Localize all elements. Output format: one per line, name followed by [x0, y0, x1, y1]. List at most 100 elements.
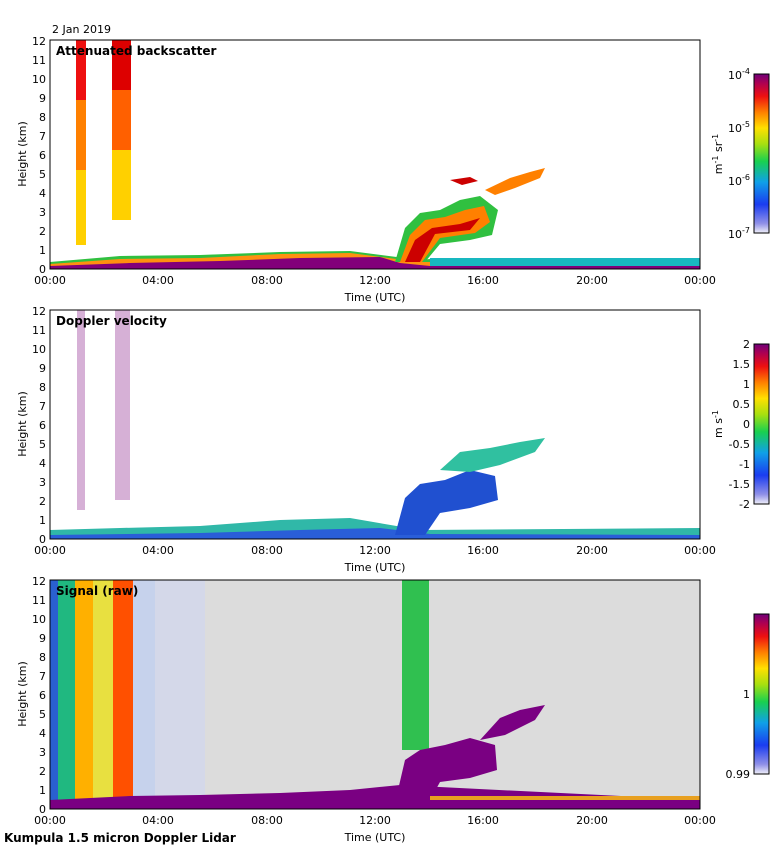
- y-tick-label: 2: [39, 495, 46, 508]
- colorbar-tick: 0: [743, 418, 750, 431]
- y-tick-label: 7: [39, 670, 46, 683]
- x-tick-label: 12:00: [359, 814, 391, 827]
- colorbar-tick: 1.5: [733, 358, 751, 371]
- y-tick-label: 8: [39, 651, 46, 664]
- y-tick-label: 6: [39, 419, 46, 432]
- frontal-cloud: [398, 738, 497, 800]
- colorbar: m s-1 -2 -1.5 -1 -0.5 0 0.5 1 1.5 2: [711, 338, 770, 511]
- colorbar-unit: m s-1: [711, 410, 725, 438]
- y-tick-label: 4: [39, 187, 46, 200]
- cloud-streak: [76, 40, 86, 170]
- frontal-cloud-top: [440, 438, 545, 472]
- y-tick-label: 3: [39, 206, 46, 219]
- y-tick-label: 4: [39, 727, 46, 740]
- x-axis-label: Time (UTC): [344, 291, 406, 304]
- x-axis-label: Time (UTC): [344, 831, 406, 844]
- colorbar-gradient: [753, 613, 770, 775]
- x-tick-label: 04:00: [142, 274, 174, 287]
- plot-area: [50, 40, 700, 269]
- boundary-layer-core: [50, 528, 700, 539]
- y-tick-label: 4: [39, 457, 46, 470]
- colorbar-tick: -2: [739, 498, 750, 511]
- x-ticks: 00:00 04:00 08:00 12:00 16:00 20:00 00:0…: [34, 814, 716, 827]
- y-tick-label: 1: [39, 784, 46, 797]
- colorbar-gradient: [753, 73, 770, 234]
- noisy-band: [155, 580, 205, 809]
- y-tick-label: 3: [39, 476, 46, 489]
- panel-title: Attenuated backscatter: [56, 44, 216, 58]
- x-tick-label: 00:00: [34, 544, 66, 557]
- y-tick-label: 12: [32, 305, 46, 318]
- x-tick-label: 20:00: [576, 814, 608, 827]
- y-axis-label: Height (km): [16, 391, 29, 457]
- heatmap-field: [50, 310, 700, 539]
- y-tick-label: 0: [39, 533, 46, 546]
- x-tick-label: 00:00: [684, 544, 716, 557]
- y-ticks: 0 1 2 3 4 5 6 7 8 9 10 11 12: [32, 305, 46, 546]
- colorbar-tick: 10-6: [728, 173, 750, 188]
- colorbar-tick: 1: [743, 688, 750, 701]
- y-tick-label: 8: [39, 111, 46, 124]
- y-tick-label: 9: [39, 632, 46, 645]
- x-ticks: 00:00 04:00 08:00 12:00 16:00 20:00 00:0…: [34, 274, 716, 287]
- colorbar-tick: 0.5: [733, 398, 751, 411]
- heatmap-field: [50, 580, 700, 809]
- y-tick-label: 9: [39, 92, 46, 105]
- colorbar-tick: 0.99: [726, 768, 751, 781]
- panel-title: Doppler velocity: [56, 314, 167, 328]
- heatmap-field: [50, 40, 700, 269]
- x-tick-label: 12:00: [359, 544, 391, 557]
- cloud-streak: [76, 40, 86, 100]
- y-tick-label: 5: [39, 438, 46, 451]
- colorbar-tick: -0.5: [729, 438, 750, 451]
- colorbar-tick: 10-5: [728, 120, 750, 135]
- noisy-band: [58, 580, 76, 809]
- y-tick-label: 5: [39, 168, 46, 181]
- upper-cloud: [480, 705, 545, 740]
- frontal-cloud: [395, 470, 498, 535]
- x-tick-label: 16:00: [467, 544, 499, 557]
- colorbar-tick: 2: [743, 338, 750, 351]
- colorbar: 0.99 1: [726, 613, 770, 781]
- date-label: 2 Jan 2019: [52, 23, 111, 36]
- y-tick-label: 10: [32, 73, 46, 86]
- sparse-fallstreak: [77, 310, 85, 510]
- sparse-fallstreak: [115, 310, 130, 500]
- y-tick-label: 12: [32, 575, 46, 588]
- colorbar-tick: 10-4: [728, 67, 750, 82]
- y-tick-label: 6: [39, 689, 46, 702]
- panel-doppler: Doppler velocity Time (UTC) Height (km) …: [16, 305, 770, 574]
- x-tick-label: 08:00: [251, 814, 283, 827]
- noisy-band: [93, 580, 113, 809]
- y-ticks: 0 1 2 3 4 5 6 7 8 9 10 11 12: [32, 575, 46, 816]
- y-tick-label: 0: [39, 803, 46, 816]
- noisy-band: [402, 580, 429, 750]
- panel-signal: Signal (raw) Time (UTC) Height (km) 00:0…: [16, 575, 770, 844]
- boundary-layer: [50, 785, 700, 809]
- x-tick-label: 00:00: [684, 274, 716, 287]
- x-tick-label: 12:00: [359, 274, 391, 287]
- upper-cloud-core: [450, 177, 478, 185]
- frontal-cloud-core: [405, 218, 480, 262]
- plot-frame: [49, 309, 701, 540]
- panel-backscatter: Attenuated backscatter Time (UTC) Height…: [16, 35, 770, 304]
- x-tick-label: 16:00: [467, 814, 499, 827]
- y-tick-label: 2: [39, 225, 46, 238]
- y-axis-label: Height (km): [16, 121, 29, 187]
- y-tick-label: 1: [39, 514, 46, 527]
- y-tick-label: 11: [32, 594, 46, 607]
- y-tick-label: 2: [39, 765, 46, 778]
- y-tick-label: 7: [39, 400, 46, 413]
- footer-label: Kumpula 1.5 micron Doppler Lidar: [4, 831, 236, 845]
- y-tick-label: 12: [32, 35, 46, 48]
- plot-area: [50, 310, 700, 539]
- cloud-streak: [112, 40, 131, 90]
- y-tick-label: 10: [32, 613, 46, 626]
- colorbar-tick: -1.5: [729, 478, 750, 491]
- noisy-band: [75, 580, 93, 809]
- aerosol-layer: [430, 258, 700, 266]
- y-tick-label: 0: [39, 263, 46, 276]
- x-tick-label: 04:00: [142, 814, 174, 827]
- x-tick-label: 16:00: [467, 274, 499, 287]
